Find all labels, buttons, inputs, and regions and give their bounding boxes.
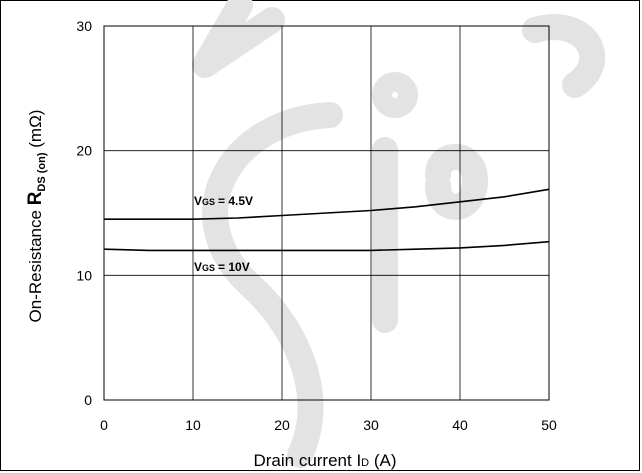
- x-tick-label: 0: [100, 417, 108, 433]
- x-tick-label: 30: [363, 417, 379, 433]
- y-tick-label: 20: [76, 143, 92, 159]
- curve-label-vgs-10v: VGS = 10V: [194, 260, 250, 274]
- grid-lines: [104, 26, 549, 400]
- curve-label-vgs-4-5v: VGS = 4.5V: [194, 194, 253, 208]
- watermark: [192, 0, 606, 468]
- y-tick-label: 0: [84, 392, 92, 408]
- series-line-1: [103, 240, 550, 252]
- series-layer: [103, 188, 550, 252]
- x-tick-label: 40: [452, 417, 468, 433]
- x-tick-label: 50: [541, 417, 557, 433]
- y-tick-labels: 0 10 20 30: [76, 18, 92, 408]
- y-axis-title: On-Resistance RDS (on) (mΩ): [25, 110, 48, 323]
- y-tick-label: 30: [76, 18, 92, 34]
- plot-border: [103, 25, 550, 401]
- x-tick-labels: 0 10 20 30 40 50: [100, 417, 557, 433]
- x-tick-label: 20: [274, 417, 290, 433]
- x-tick-label: 10: [185, 417, 201, 433]
- x-axis-title: Drain current ID (A): [253, 451, 396, 470]
- series-line-0: [104, 188, 550, 220]
- y-tick-label: 10: [76, 267, 92, 283]
